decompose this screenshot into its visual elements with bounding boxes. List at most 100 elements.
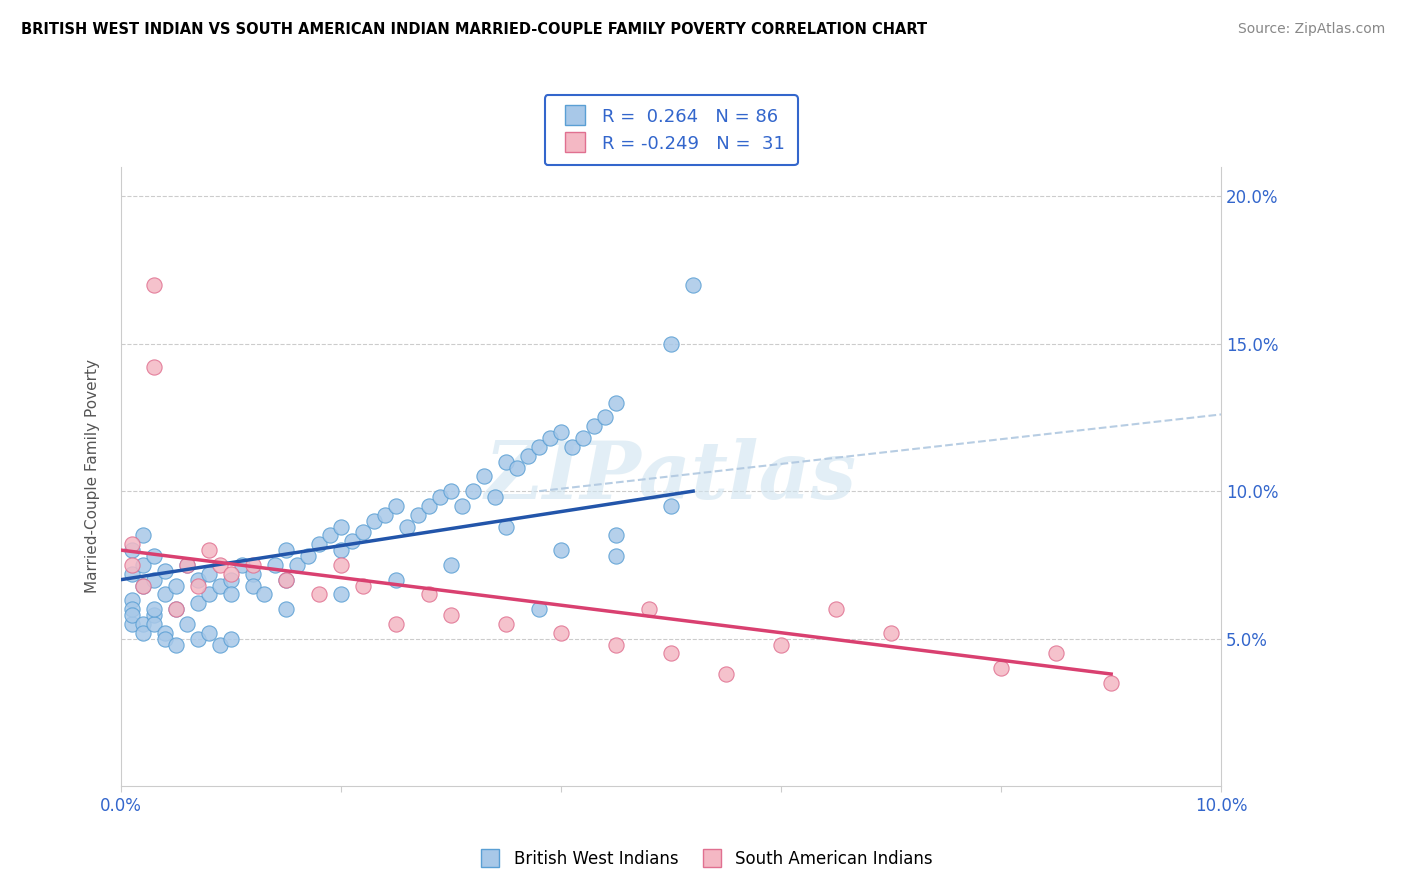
Point <box>121 543 143 558</box>
Point <box>550 543 572 558</box>
Point <box>825 602 848 616</box>
Point <box>143 549 166 563</box>
Point <box>463 484 485 499</box>
Point <box>385 616 408 631</box>
Point <box>308 537 330 551</box>
Point <box>121 537 143 551</box>
Point <box>495 616 517 631</box>
Point <box>682 277 704 292</box>
Point <box>187 573 209 587</box>
Point <box>484 490 506 504</box>
Point <box>242 566 264 581</box>
Point <box>659 499 682 513</box>
Point <box>330 587 353 601</box>
Point <box>429 490 451 504</box>
Point <box>219 632 242 646</box>
Point <box>330 558 353 572</box>
Point <box>451 499 474 513</box>
Point <box>1045 646 1067 660</box>
Point <box>440 484 463 499</box>
Point <box>506 460 529 475</box>
Point <box>527 602 550 616</box>
Point <box>714 667 737 681</box>
Point <box>472 469 495 483</box>
Point <box>153 564 176 578</box>
Point <box>605 638 627 652</box>
Point <box>605 528 627 542</box>
Point <box>406 508 429 522</box>
Point <box>1099 676 1122 690</box>
Point <box>550 425 572 439</box>
Point <box>561 440 583 454</box>
Point <box>165 578 187 592</box>
Point <box>264 558 287 572</box>
Point <box>440 608 463 623</box>
Point <box>153 625 176 640</box>
Legend: R =  0.264   N = 86, R = -0.249   N =  31: R = 0.264 N = 86, R = -0.249 N = 31 <box>544 95 797 165</box>
Point <box>605 549 627 563</box>
Point <box>352 578 374 592</box>
Point <box>143 608 166 623</box>
Point <box>276 543 298 558</box>
Point <box>187 578 209 592</box>
Point <box>308 587 330 601</box>
Point <box>121 593 143 607</box>
Point <box>121 566 143 581</box>
Point <box>363 514 385 528</box>
Point <box>572 431 595 445</box>
Point <box>187 632 209 646</box>
Point <box>132 616 155 631</box>
Point <box>219 566 242 581</box>
Point <box>396 519 419 533</box>
Point <box>242 558 264 572</box>
Point <box>495 455 517 469</box>
Point <box>219 573 242 587</box>
Point <box>385 573 408 587</box>
Point <box>374 508 396 522</box>
Point <box>990 661 1012 675</box>
Point <box>176 558 198 572</box>
Point <box>143 360 166 375</box>
Point <box>418 587 440 601</box>
Point <box>143 602 166 616</box>
Point <box>165 638 187 652</box>
Text: ZIPatlas: ZIPatlas <box>485 438 858 516</box>
Point <box>242 578 264 592</box>
Point <box>638 602 661 616</box>
Point <box>527 440 550 454</box>
Point <box>198 566 221 581</box>
Point <box>297 549 319 563</box>
Legend: British West Indians, South American Indians: British West Indians, South American Ind… <box>467 844 939 875</box>
Point <box>153 632 176 646</box>
Point <box>121 558 143 572</box>
Y-axis label: Married-Couple Family Poverty: Married-Couple Family Poverty <box>86 359 100 593</box>
Point <box>198 587 221 601</box>
Point <box>132 578 155 592</box>
Point <box>385 499 408 513</box>
Point <box>121 616 143 631</box>
Point <box>276 573 298 587</box>
Point <box>219 587 242 601</box>
Point <box>418 499 440 513</box>
Point <box>659 646 682 660</box>
Point <box>143 616 166 631</box>
Point <box>132 528 155 542</box>
Point <box>209 558 232 572</box>
Point <box>340 534 363 549</box>
Point <box>231 558 253 572</box>
Point <box>153 587 176 601</box>
Point <box>285 558 308 572</box>
Point <box>143 277 166 292</box>
Point <box>121 608 143 623</box>
Point <box>319 528 342 542</box>
Point <box>538 431 561 445</box>
Point <box>165 602 187 616</box>
Point <box>165 602 187 616</box>
Point <box>440 558 463 572</box>
Point <box>550 625 572 640</box>
Point <box>276 573 298 587</box>
Point <box>198 543 221 558</box>
Point <box>770 638 793 652</box>
Point <box>605 395 627 409</box>
Point <box>330 519 353 533</box>
